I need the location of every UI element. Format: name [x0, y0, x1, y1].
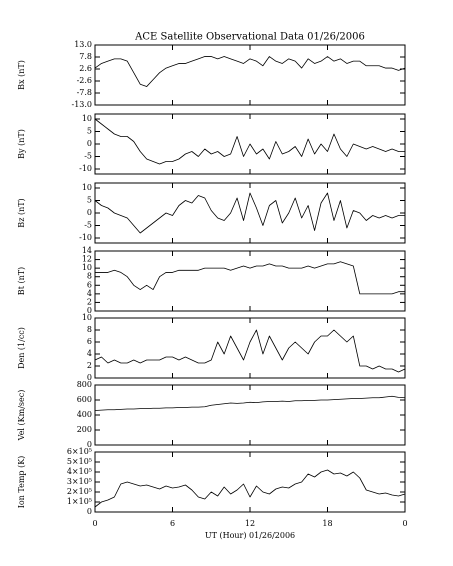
chart-title: ACE Satellite Observational Data 01/26/2… [134, 32, 365, 43]
y-tick-label: 1×10⁵ [67, 497, 92, 506]
y-tick-label: 10 [82, 183, 92, 192]
y-tick-label: 3×10⁵ [67, 477, 92, 486]
y-tick-label: -10 [79, 233, 92, 242]
y-axis-label: Ion Temp (K) [17, 456, 26, 509]
y-tick-label: 4 [87, 289, 92, 298]
y-tick-label: 13.0 [74, 40, 92, 49]
y-tick-label: 10 [82, 313, 92, 322]
data-line [94, 56, 406, 87]
y-tick-label: 10 [82, 263, 92, 272]
y-tick-label: 8 [87, 325, 92, 334]
y-tick-label: 10 [82, 114, 92, 123]
x-tick-label: 0 [402, 519, 407, 528]
y-tick-label: -7.8 [77, 88, 92, 97]
x-tick-label: 18 [322, 519, 332, 528]
y-tick-label: -13.0 [71, 100, 92, 109]
y-axis-label: Bx (nT) [17, 60, 26, 90]
y-axis-label: Bt (nT) [17, 267, 26, 295]
y-tick-label: 14 [82, 246, 92, 255]
y-tick-label: 400 [77, 410, 92, 419]
x-tick-label: 6 [170, 519, 175, 528]
y-tick-label: 2 [87, 297, 92, 306]
data-line [94, 395, 406, 411]
y-tick-label: 5 [87, 196, 92, 205]
x-tick-label: 12 [245, 519, 255, 528]
y-tick-label: 4×10⁵ [67, 467, 92, 476]
y-axis-label: Bz (nT) [17, 198, 26, 227]
y-tick-label: 2.6 [79, 64, 92, 73]
x-axis-label: UT (Hour) 01/26/2006 [205, 531, 295, 540]
y-tick-label: 6×10⁵ [67, 447, 92, 456]
y-tick-label: 0 [87, 507, 92, 516]
y-tick-label: 4 [87, 349, 92, 358]
y-tick-label: -10 [79, 164, 92, 173]
y-tick-label: 0 [87, 306, 92, 315]
y-axis-label: Vel (Km/sec) [17, 390, 26, 442]
y-tick-label: 600 [77, 395, 92, 404]
x-tick-label: 0 [92, 519, 97, 528]
y-tick-label: 0 [87, 208, 92, 217]
y-tick-label: 0 [87, 440, 92, 449]
y-tick-label: 6 [87, 337, 92, 346]
data-line [94, 469, 406, 508]
y-tick-label: 0 [87, 373, 92, 382]
y-tick-label: -5 [84, 221, 92, 230]
y-tick-label: 5×10⁵ [67, 457, 92, 466]
y-axis-label: By (nT) [17, 129, 26, 159]
data-line [94, 192, 405, 234]
y-tick-label: 800 [77, 380, 92, 389]
data-line [95, 261, 405, 295]
y-tick-label: 12 [82, 255, 92, 264]
y-tick-label: -5 [84, 152, 92, 161]
y-tick-label: 7.8 [79, 52, 92, 61]
y-tick-label: 200 [77, 425, 92, 434]
y-tick-label: 2 [87, 361, 92, 370]
y-tick-label: 0 [87, 139, 92, 148]
y-tick-label: 2×10⁵ [67, 487, 92, 496]
y-tick-label: 6 [87, 280, 92, 289]
data-line [94, 329, 406, 373]
y-axis-label: Den (1/cc) [17, 327, 26, 369]
y-tick-label: 5 [87, 127, 92, 136]
y-tick-label: 8 [87, 272, 92, 281]
data-line [94, 118, 405, 165]
y-tick-label: -2.6 [77, 76, 92, 85]
